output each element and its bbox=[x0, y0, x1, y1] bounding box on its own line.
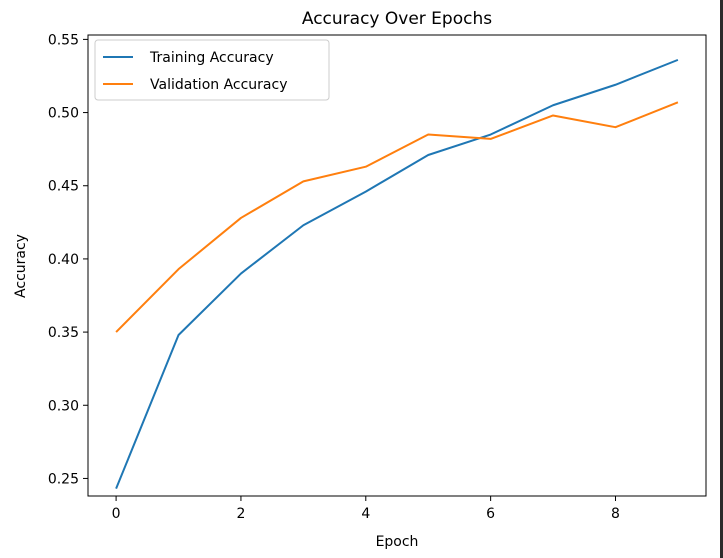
series-line-1 bbox=[115, 101, 679, 333]
y-axis-ticks: 0.25 0.30 0.35 0.40 0.45 0.50 0.55 bbox=[48, 32, 88, 487]
legend-box bbox=[94, 39, 330, 101]
x-tick-label: 2 bbox=[236, 506, 245, 522]
y-tick-label: 0.55 bbox=[48, 32, 79, 48]
y-tick-label: 0.50 bbox=[48, 106, 79, 122]
chart-title: Accuracy Over Epochs bbox=[302, 9, 492, 29]
y-tick-label: 0.35 bbox=[48, 325, 79, 341]
x-tick-label: 8 bbox=[611, 506, 620, 522]
x-tick-label: 4 bbox=[361, 506, 370, 522]
y-axis-label: Accuracy bbox=[13, 234, 29, 298]
legend: Training Accuracy Validation Accuracy bbox=[94, 39, 330, 101]
plot-area bbox=[87, 34, 707, 497]
y-tick-label: 0.40 bbox=[48, 252, 79, 268]
legend-label-0: Training Accuracy bbox=[149, 50, 274, 66]
x-axis-ticks: 0 2 4 6 8 bbox=[112, 496, 620, 522]
x-axis-label: Epoch bbox=[376, 534, 419, 550]
y-tick-label: 0.25 bbox=[48, 471, 79, 487]
y-tick-label: 0.30 bbox=[48, 398, 79, 414]
series-line-0 bbox=[115, 58, 679, 490]
window-edge bbox=[720, 0, 723, 558]
x-tick-label: 0 bbox=[112, 506, 121, 522]
series-layer bbox=[115, 58, 679, 490]
legend-label-1: Validation Accuracy bbox=[150, 77, 288, 93]
y-tick-label: 0.45 bbox=[48, 179, 79, 195]
x-tick-label: 6 bbox=[486, 506, 495, 522]
